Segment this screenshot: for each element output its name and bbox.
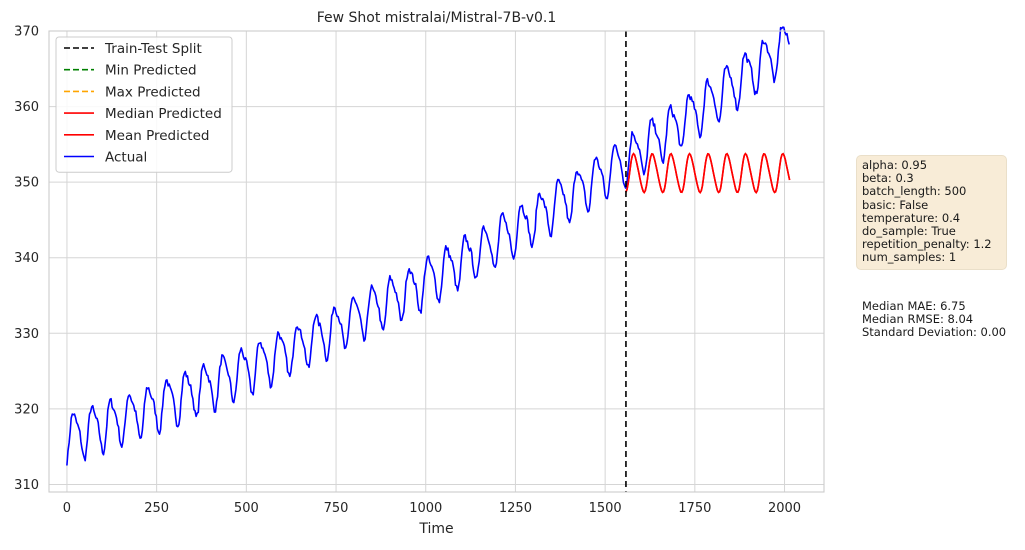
x-tick-label: 1500 (589, 501, 622, 516)
param-line: repetition_penalty: 1.2 (862, 237, 992, 252)
grid (49, 30, 824, 492)
x-tick-label: 750 (324, 501, 349, 516)
param-line: temperature: 0.4 (862, 210, 961, 225)
legend-box (55, 36, 233, 173)
legend-label: Max Predicted (105, 84, 201, 100)
chart-title: Few Shot mistralai/Mistral-7B-v0.1 (317, 10, 557, 26)
y-tick-label: 370 (14, 25, 39, 40)
x-axis-label: Time (418, 521, 453, 537)
data-series (66, 26, 791, 492)
series-actual-line (66, 26, 790, 466)
y-tick-label: 330 (14, 327, 39, 342)
param-line: num_samples: 1 (862, 250, 957, 265)
y-tick-label: 310 (14, 478, 39, 493)
parameters-box: alpha: 0.95 beta: 0.3 batch_length: 500 … (856, 155, 1007, 270)
legend-label: Min Predicted (105, 63, 197, 79)
y-tick-label: 320 (14, 402, 39, 417)
param-line: beta: 0.3 (862, 171, 914, 186)
metric-line: Median MAE: 6.75 (862, 299, 966, 313)
param-line: basic: False (862, 197, 929, 212)
metric-line: Median RMSE: 8.04 (862, 312, 974, 327)
x-tick-label: 250 (144, 501, 169, 516)
x-tick-label: 2000 (768, 501, 801, 516)
param-line: do_sample: True (862, 224, 956, 239)
y-tick-label: 340 (14, 251, 39, 266)
legend-label: Actual (105, 150, 147, 166)
x-tick-label: 1000 (409, 501, 442, 516)
plot-frame (48, 30, 825, 493)
y-tick-label: 360 (14, 100, 39, 115)
series-median-predicted-line (625, 152, 791, 194)
tick-labels: 0 250 500 750 1000 1250 1500 1750 2000 310 320 330 3… (14, 25, 801, 517)
legend: Train-Test Split Min Predicted Max Predict… (55, 36, 233, 173)
y-tick-label: 350 (14, 176, 39, 191)
legend-label: Median Predicted (105, 106, 222, 122)
x-tick-label: 1250 (499, 501, 532, 516)
param-line: alpha: 0.95 (862, 158, 928, 172)
legend-label: Mean Predicted (105, 128, 209, 144)
metrics-box: Median MAE: 6.75 Median RMSE: 8.04 Stand… (862, 299, 1007, 340)
x-tick-label: 0 (63, 501, 71, 516)
param-line: batch_length: 500 (862, 184, 967, 199)
x-tick-label: 500 (234, 501, 259, 516)
legend-label: Train-Test Split (104, 41, 202, 57)
metric-line: Standard Deviation: 0.00 (862, 325, 1007, 340)
x-tick-label: 1750 (678, 501, 711, 516)
